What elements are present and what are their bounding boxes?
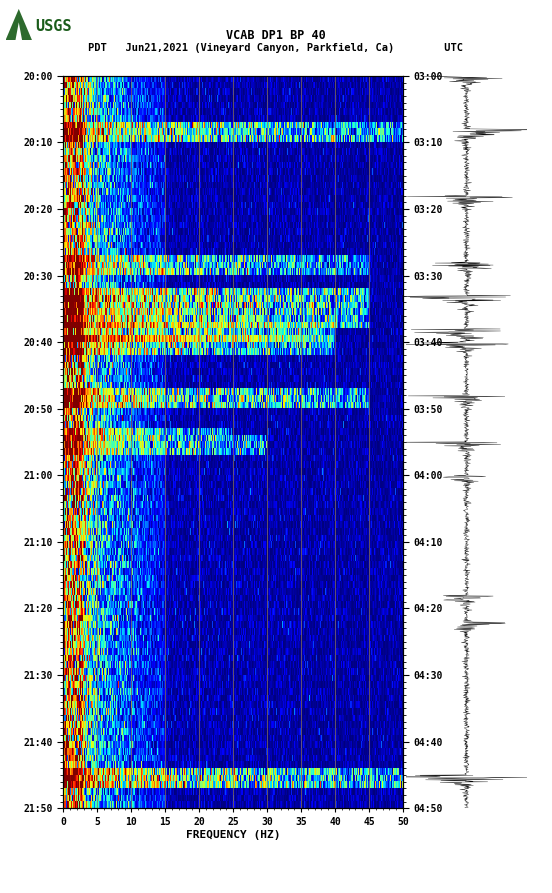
Polygon shape [6,9,32,40]
Text: VCAB DP1 BP 40: VCAB DP1 BP 40 [226,29,326,42]
X-axis label: FREQUENCY (HZ): FREQUENCY (HZ) [186,830,280,840]
Text: USGS: USGS [35,20,72,34]
Text: PDT   Jun21,2021 (Vineyard Canyon, Parkfield, Ca)        UTC: PDT Jun21,2021 (Vineyard Canyon, Parkfie… [88,43,464,53]
